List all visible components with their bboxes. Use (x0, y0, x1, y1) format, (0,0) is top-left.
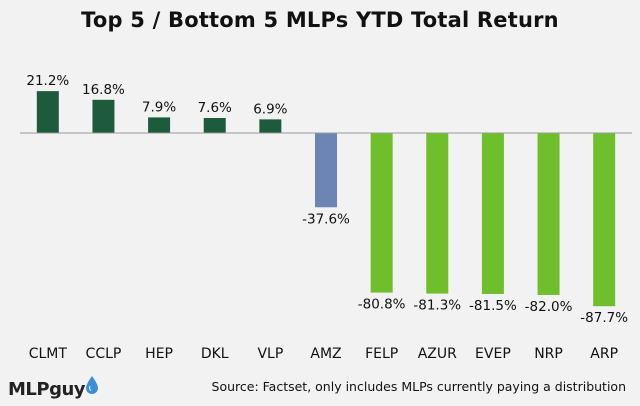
category-label-amz: AMZ (310, 346, 341, 362)
bar-clmt (36, 91, 59, 133)
bar-evep (481, 133, 504, 294)
category-label-evep: EVEP (475, 346, 511, 362)
bar-vlp (259, 119, 282, 133)
bar-dkl (203, 117, 226, 133)
bar-felp (370, 133, 393, 293)
value-label-arp: -87.7% (580, 310, 628, 326)
chart-title: Top 5 / Bottom 5 MLPs YTD Total Return (81, 8, 559, 32)
brand-name: MLPguy (8, 379, 86, 400)
value-label-vlp: 6.9% (253, 101, 287, 117)
category-label-clmt: CLMT (29, 346, 68, 362)
value-labels-layer: 21.2% 16.8% 7.9% 7.6% 6.9% -37.6% -80.8% -81.3%… (26, 73, 628, 326)
category-label-nrp: NRP (534, 346, 563, 362)
source-note: Source: Factset, only includes MLPs curr… (211, 379, 626, 394)
value-label-cclp: 16.8% (82, 82, 125, 98)
bar-cclp (92, 99, 115, 133)
bar-nrp (537, 133, 560, 295)
value-label-dkl: 7.6% (198, 100, 232, 116)
category-label-cclp: CCLP (86, 346, 122, 362)
value-label-evep: -81.5% (469, 298, 517, 314)
category-labels-layer: CLMT CCLP HEP DKL VLP AMZ FELP AZUR EVEP NRP ARP (29, 346, 618, 362)
value-label-azur: -81.3% (413, 298, 461, 314)
category-label-dkl: DKL (201, 346, 229, 362)
value-label-clmt: 21.2% (26, 73, 69, 89)
category-label-vlp: VLP (257, 346, 283, 362)
bar-amz (315, 133, 337, 208)
water-drop-icon (86, 376, 99, 394)
bar-hep (148, 117, 171, 133)
bars-layer (36, 91, 616, 307)
value-label-felp: -80.8% (358, 297, 406, 313)
brand-logo: MLPguy (8, 370, 99, 400)
category-label-azur: AZUR (418, 346, 457, 362)
category-label-felp: FELP (365, 346, 398, 362)
value-label-amz: -37.6% (302, 211, 350, 227)
category-label-hep: HEP (145, 346, 173, 362)
value-label-hep: 7.9% (142, 99, 176, 115)
bar-azur (426, 133, 449, 294)
bar-arp (593, 133, 616, 307)
value-label-nrp: -82.0% (525, 299, 573, 315)
category-label-arp: ARP (590, 346, 618, 362)
